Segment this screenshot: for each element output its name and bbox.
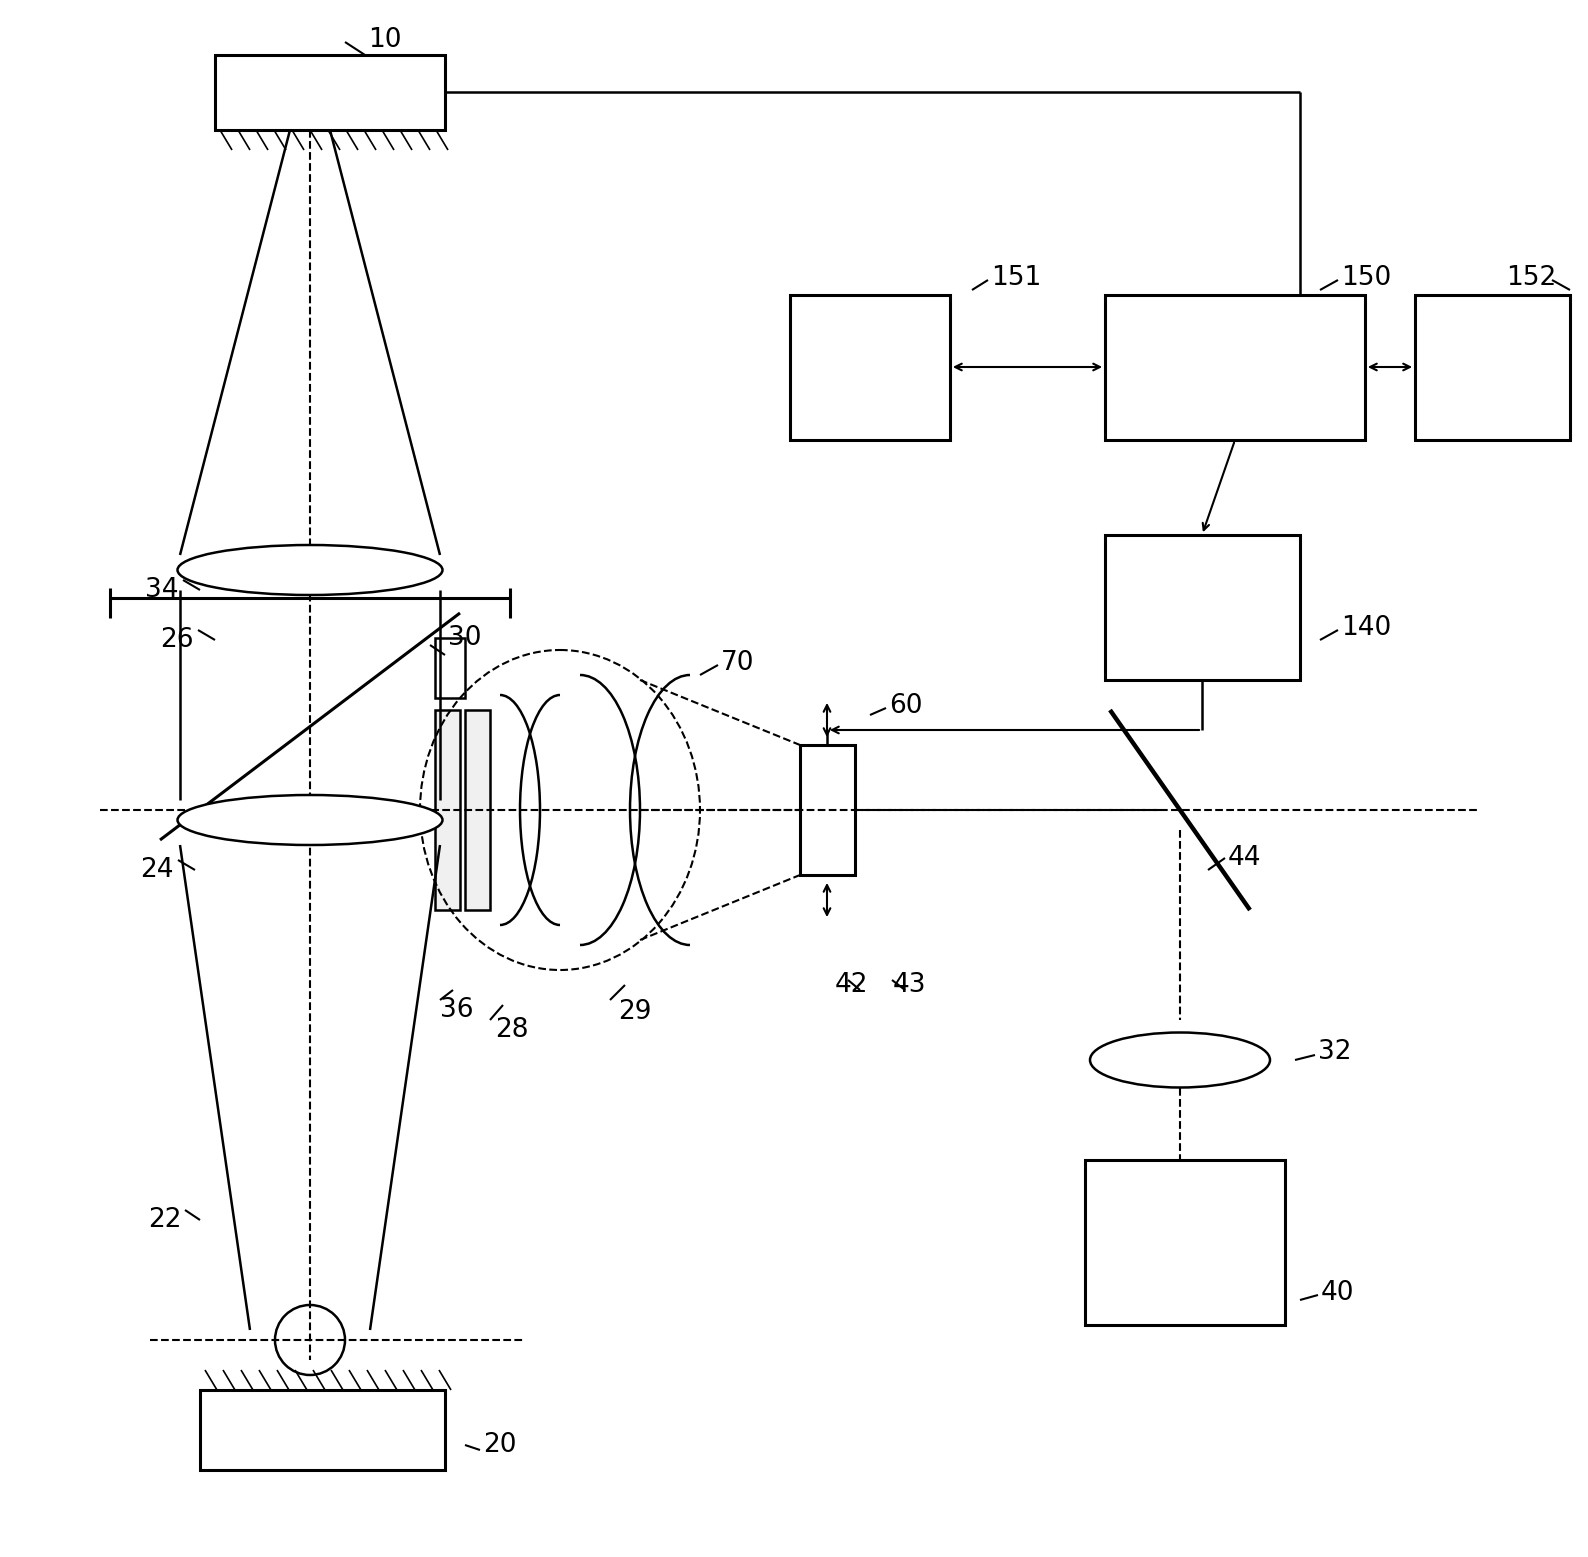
Text: 32: 32 — [1318, 1039, 1351, 1065]
Text: 60: 60 — [889, 693, 923, 719]
Bar — [214, 54, 445, 129]
Text: 42: 42 — [835, 972, 869, 998]
Text: 22: 22 — [148, 1207, 181, 1233]
Text: 40: 40 — [1321, 1280, 1355, 1306]
Text: 140: 140 — [1340, 615, 1391, 641]
Bar — [800, 744, 854, 875]
Text: 152: 152 — [1505, 265, 1556, 291]
Text: 151: 151 — [991, 265, 1042, 291]
Bar — [1105, 536, 1301, 680]
Text: 28: 28 — [495, 1017, 529, 1043]
Text: 26: 26 — [160, 627, 194, 652]
Text: 70: 70 — [721, 649, 754, 676]
Text: 150: 150 — [1340, 265, 1391, 291]
Text: 44: 44 — [1228, 845, 1261, 870]
Text: 36: 36 — [440, 996, 473, 1023]
Ellipse shape — [178, 796, 443, 845]
Ellipse shape — [178, 545, 443, 595]
Bar — [435, 710, 461, 909]
Bar — [1415, 294, 1571, 441]
Bar — [200, 1390, 445, 1470]
Bar — [1085, 1160, 1285, 1325]
Bar — [1105, 294, 1366, 441]
Text: 20: 20 — [483, 1432, 516, 1457]
Bar — [465, 710, 491, 909]
Text: 34: 34 — [145, 578, 178, 603]
Bar — [435, 638, 465, 698]
Text: 29: 29 — [618, 1000, 651, 1025]
Text: 10: 10 — [368, 26, 402, 53]
Bar — [789, 294, 950, 441]
Ellipse shape — [1089, 1032, 1270, 1087]
Text: 24: 24 — [140, 856, 173, 883]
Text: 43: 43 — [892, 972, 926, 998]
Text: 30: 30 — [448, 624, 481, 651]
